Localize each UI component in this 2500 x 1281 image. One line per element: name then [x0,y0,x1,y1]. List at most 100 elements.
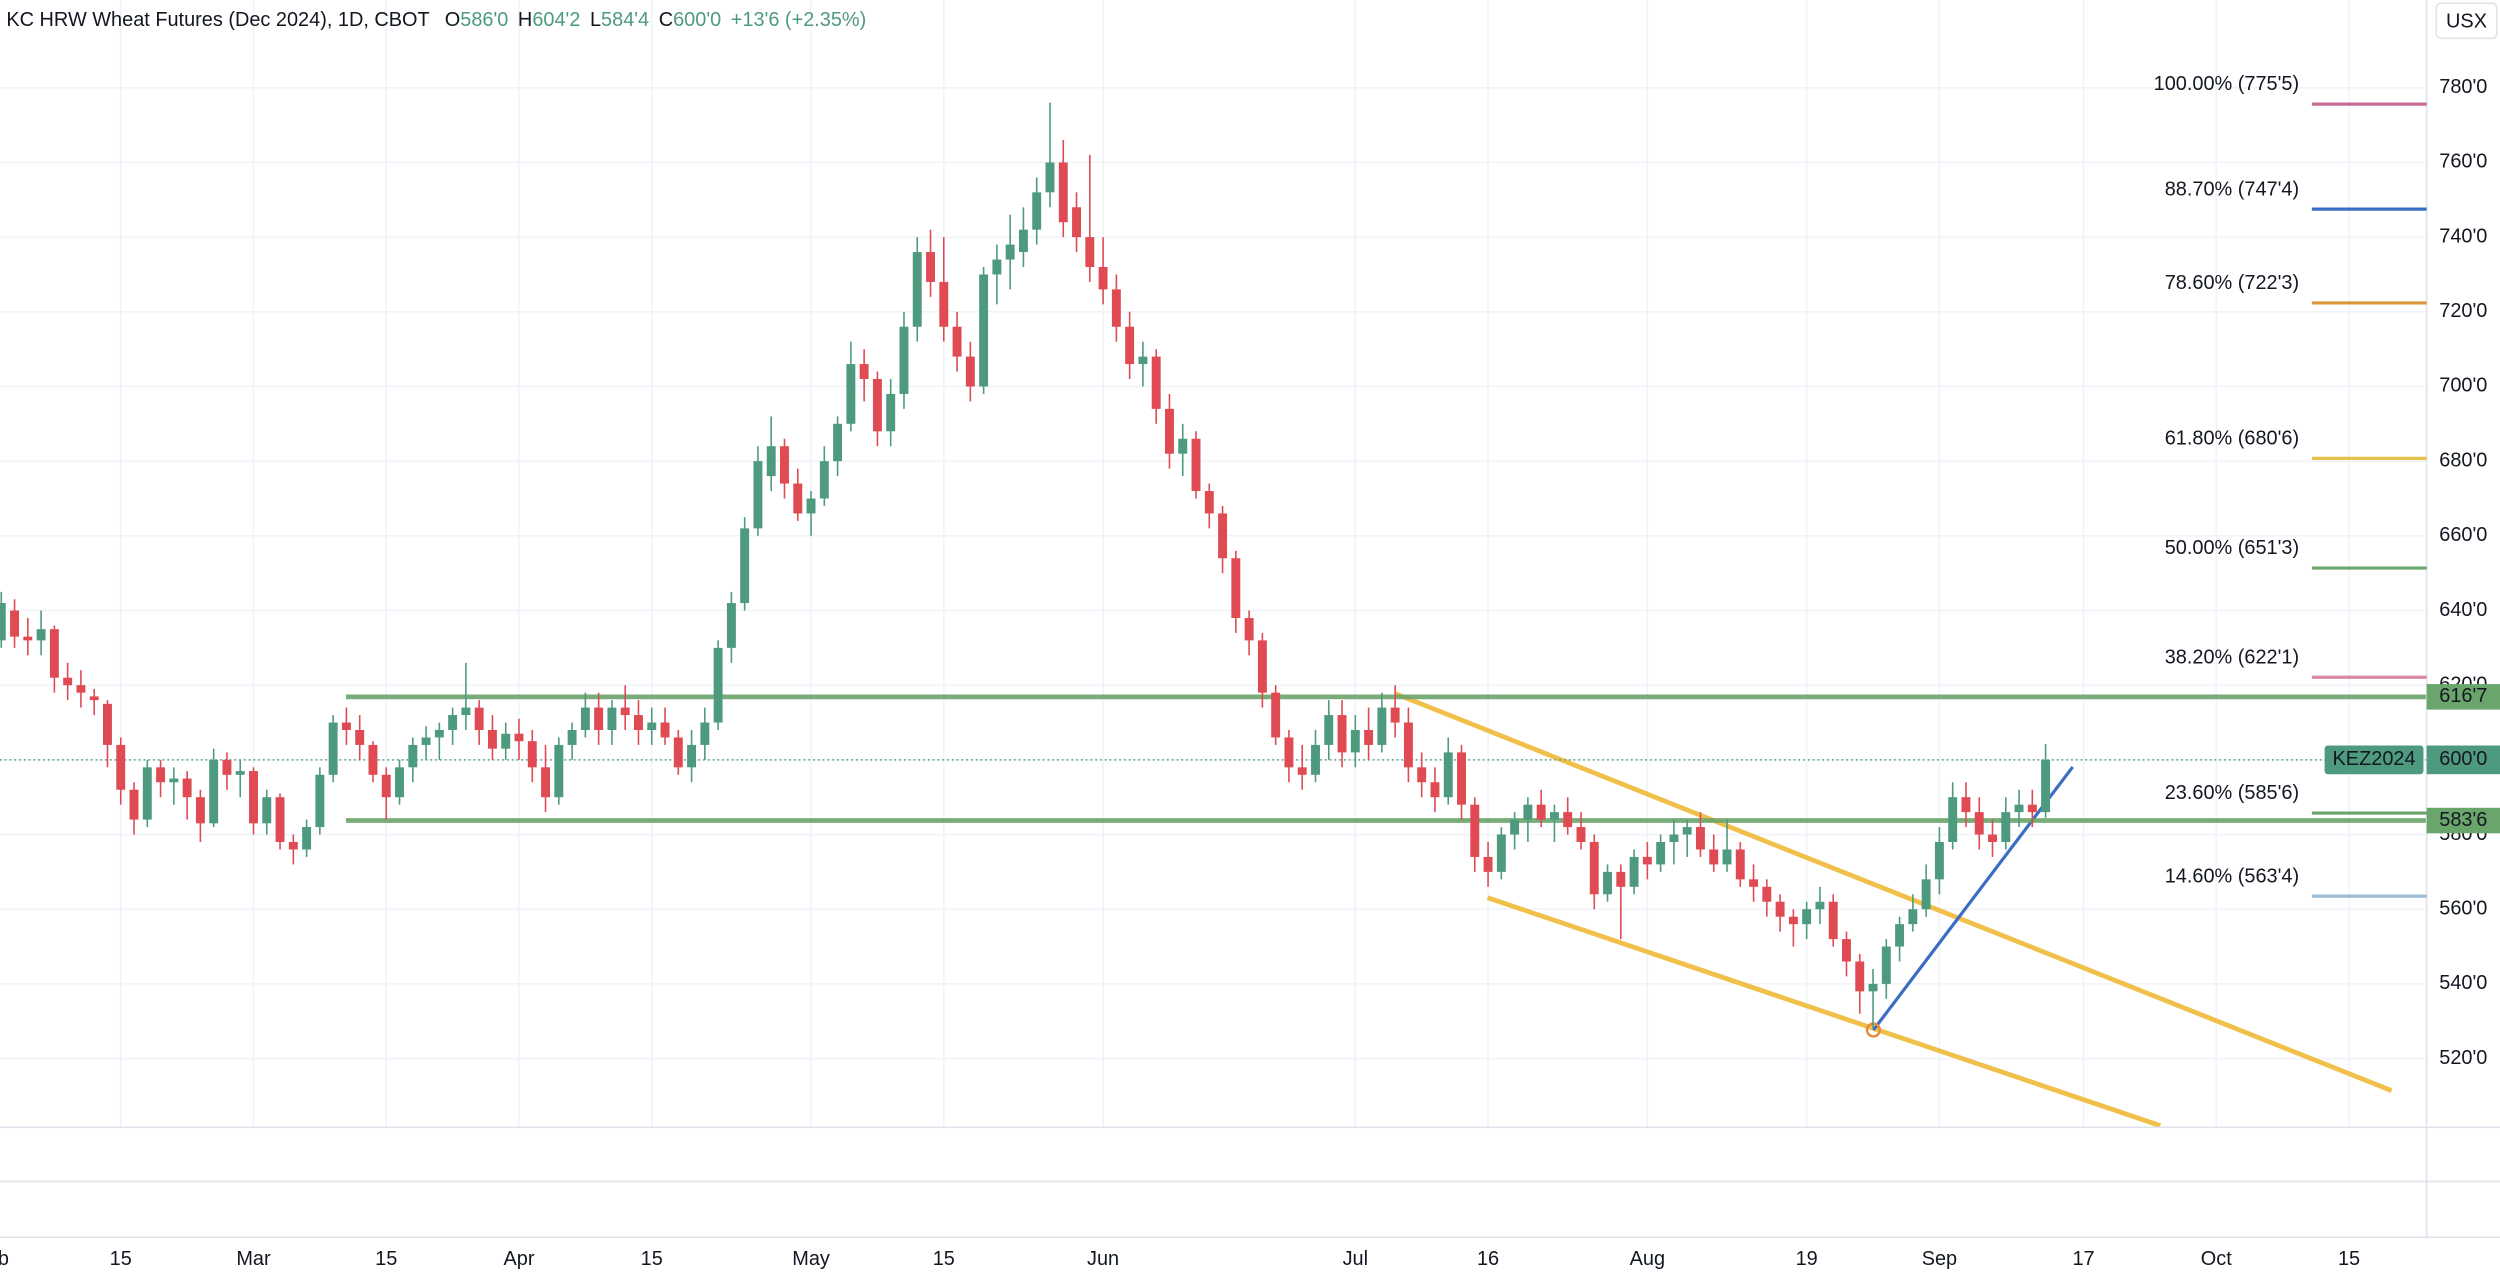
candle-body [740,528,750,604]
candle-body [1364,729,1374,745]
candle-body [0,603,6,641]
candle-body [1111,289,1121,327]
candle-body [926,252,935,282]
candle-body [355,729,365,745]
candle-body [886,393,896,432]
candle-body [1603,871,1612,895]
candle-body [1722,849,1732,865]
candle-body [1204,491,1214,514]
symbol-badge-label: KEZ2024 [2333,748,2416,770]
candle-body [1788,916,1798,925]
last-price-badge [2426,745,2500,775]
y-tick-label: 780'0 [2439,76,2487,98]
y-tick-label: 680'0 [2439,449,2487,471]
candle-body [1018,229,1028,253]
candle-body [939,281,949,327]
candle-body [1072,207,1082,238]
candle-body [1337,715,1347,753]
candle-body [1656,842,1666,865]
candle-body [1934,842,1944,880]
candle-body [514,733,524,742]
candle-body [448,715,458,730]
candle-body [2041,759,2051,813]
candle-body [1403,722,1413,768]
x-tick-label: Jun [1087,1248,1119,1270]
candle-body [209,759,219,824]
y-tick-label: 660'0 [2439,524,2487,546]
candle-body [1231,558,1241,618]
candle-body [634,715,643,730]
candle-body [2027,804,2037,813]
trend-line [1872,765,2074,1031]
candle-body [647,722,657,730]
ohlc-value: 584'4 [601,9,649,31]
x-tick-label: 17 [2072,1248,2094,1270]
ohlc-values: O586'0 H604'2 L584'4 C600'0 +13'6 (+2.35%) [445,9,866,31]
x-tick-label: Oct [2201,1248,2232,1270]
candle-body [1496,834,1506,872]
candle-body [1377,707,1387,745]
candle-body [487,729,497,749]
candle-body [1085,237,1095,268]
y-tick-label: 740'0 [2439,225,2487,247]
x-tick-label: May [792,1248,830,1270]
candle-body [116,744,126,790]
plot-area [0,102,2427,1128]
fib-label: 88.70% (747'4) [2165,178,2299,200]
candle-body [554,744,564,798]
candle-body [341,722,351,730]
candle-body [1908,909,1918,925]
y-tick-label: 560'0 [2439,897,2487,919]
candle-body [1058,162,1068,223]
candle-body [1855,961,1865,992]
currency-box[interactable] [2435,2,2498,40]
candle-body [1271,692,1281,738]
y-tick-label: 540'0 [2439,972,2487,994]
ohlc-key: O [445,9,460,31]
fib-label: 100.00% (775'5) [2154,73,2299,95]
candle-body [1417,767,1427,783]
candle-body [1045,162,1055,193]
candle-body [1523,804,1533,820]
candle-body [421,737,431,745]
candle-body [36,629,46,641]
candle-body [1178,438,1188,454]
candle-body [275,797,285,843]
candle-body [567,729,577,745]
candle-body [1828,901,1838,940]
candle-body [846,364,856,424]
price-badge [2426,807,2500,834]
candle-body [1284,737,1294,768]
candle-body [1311,744,1320,775]
candle-body [687,744,697,768]
x-tick-label: 15 [933,1248,955,1270]
candle-body [833,423,843,462]
candle-body [1483,856,1493,872]
candle-body [806,498,816,514]
candle-body [1948,797,1958,843]
candle-body [673,737,683,768]
candle-body [368,744,378,775]
candle-body [1682,827,1692,835]
symbol-badge [2324,745,2424,775]
candle-body [1257,640,1267,693]
candle-body [1470,804,1480,857]
candle-body [713,647,723,723]
candle-body [1576,827,1586,843]
candle-body [129,789,139,820]
candle-body [1961,797,1971,813]
channel-lower [1486,895,2162,1128]
x-tick-label: 15 [375,1248,397,1270]
candle-body [1589,842,1599,895]
fib-label: 23.60% (585'6) [2165,782,2299,804]
x-tick-label: Mar [236,1248,271,1270]
y-tick-label: 700'0 [2439,375,2487,397]
candle-body [395,767,404,798]
candle-body [156,767,166,783]
x-tick-label: Feb [0,1248,9,1270]
x-tick-label: Apr [504,1248,535,1270]
currency[interactable]: USX [2446,11,2487,33]
ohlc-value: 586'0 [460,9,508,31]
candle-body [1895,924,1905,947]
candle-body [1709,849,1719,865]
